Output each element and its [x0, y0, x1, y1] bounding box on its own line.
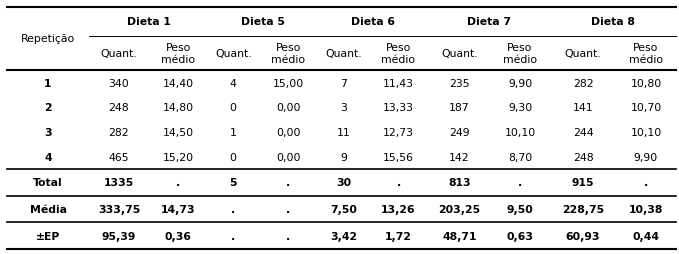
Text: 14,73: 14,73 [161, 204, 196, 214]
Text: .: . [397, 178, 401, 187]
Text: 9,90: 9,90 [634, 152, 658, 162]
Text: 1: 1 [230, 128, 237, 137]
Text: 915: 915 [572, 178, 594, 187]
Text: 0,00: 0,00 [276, 152, 301, 162]
Text: Quant.: Quant. [100, 49, 137, 59]
Text: 60,93: 60,93 [566, 231, 600, 241]
Text: Dieta 5: Dieta 5 [241, 17, 285, 27]
Text: .: . [176, 178, 180, 187]
Text: 8,70: 8,70 [508, 152, 532, 162]
Text: Dieta 1: Dieta 1 [126, 17, 170, 27]
Text: 9,30: 9,30 [508, 103, 532, 113]
Text: 0: 0 [230, 152, 237, 162]
Text: 12,73: 12,73 [383, 128, 414, 137]
Text: 235: 235 [449, 78, 470, 88]
Text: 3,42: 3,42 [330, 231, 357, 241]
Text: 0,00: 0,00 [276, 128, 301, 137]
Text: Peso
médio: Peso médio [629, 43, 663, 65]
Text: 2: 2 [44, 103, 52, 113]
Text: 11,43: 11,43 [383, 78, 414, 88]
Text: 15,20: 15,20 [162, 152, 194, 162]
Text: 141: 141 [572, 103, 593, 113]
Text: 203,25: 203,25 [438, 204, 480, 214]
Text: 0: 0 [230, 103, 237, 113]
Text: 5: 5 [230, 178, 237, 187]
Text: Quant.: Quant. [215, 49, 251, 59]
Text: 15,00: 15,00 [273, 78, 304, 88]
Text: 333,75: 333,75 [98, 204, 140, 214]
Text: .: . [231, 231, 236, 241]
Text: 142: 142 [449, 152, 470, 162]
Text: 3: 3 [340, 103, 347, 113]
Text: 282: 282 [572, 78, 593, 88]
Text: 1: 1 [44, 78, 52, 88]
Text: 11: 11 [337, 128, 350, 137]
Text: 7: 7 [340, 78, 347, 88]
Text: 9: 9 [340, 152, 347, 162]
Text: Quant.: Quant. [565, 49, 602, 59]
Text: 10,10: 10,10 [630, 128, 661, 137]
Text: 30: 30 [336, 178, 351, 187]
Text: .: . [231, 204, 236, 214]
Text: 95,39: 95,39 [102, 231, 136, 241]
Text: 465: 465 [109, 152, 129, 162]
Text: 13,26: 13,26 [381, 204, 416, 214]
Text: 0,63: 0,63 [507, 231, 534, 241]
Text: 248: 248 [572, 152, 593, 162]
Text: 282: 282 [109, 128, 129, 137]
Text: Peso
médio: Peso médio [382, 43, 416, 65]
Text: .: . [287, 204, 291, 214]
Text: Total: Total [33, 178, 63, 187]
Text: ±EP: ±EP [36, 231, 60, 241]
Text: 244: 244 [572, 128, 593, 137]
Text: Repetição: Repetição [21, 34, 75, 44]
Text: Dieta 8: Dieta 8 [591, 17, 635, 27]
Text: 10,10: 10,10 [504, 128, 536, 137]
Text: 10,38: 10,38 [629, 204, 663, 214]
Text: 14,50: 14,50 [162, 128, 194, 137]
Text: Dieta 6: Dieta 6 [351, 17, 395, 27]
Text: .: . [644, 178, 648, 187]
Text: 187: 187 [449, 103, 470, 113]
Text: Quant.: Quant. [325, 49, 362, 59]
Text: 7,50: 7,50 [330, 204, 357, 214]
Text: .: . [287, 178, 291, 187]
Text: 10,70: 10,70 [630, 103, 661, 113]
Text: 48,71: 48,71 [442, 231, 477, 241]
Text: 13,33: 13,33 [383, 103, 414, 113]
Text: 3: 3 [44, 128, 52, 137]
Text: 228,75: 228,75 [562, 204, 604, 214]
Text: 9,90: 9,90 [508, 78, 532, 88]
Text: 1,72: 1,72 [385, 231, 412, 241]
Text: 9,50: 9,50 [507, 204, 534, 214]
Text: .: . [518, 178, 522, 187]
Text: Quant.: Quant. [441, 49, 477, 59]
Text: .: . [287, 231, 291, 241]
Text: Peso
médio: Peso médio [161, 43, 195, 65]
Text: 14,40: 14,40 [162, 78, 194, 88]
Text: Média: Média [29, 204, 67, 214]
Text: 249: 249 [449, 128, 470, 137]
Text: 15,56: 15,56 [383, 152, 414, 162]
Text: 4: 4 [230, 78, 237, 88]
Text: 0,44: 0,44 [632, 231, 659, 241]
Text: 4: 4 [44, 152, 52, 162]
Text: Peso
médio: Peso médio [272, 43, 306, 65]
Text: 813: 813 [448, 178, 471, 187]
Text: Peso
médio: Peso médio [503, 43, 537, 65]
Text: 248: 248 [109, 103, 129, 113]
Text: 0,00: 0,00 [276, 103, 301, 113]
Text: 340: 340 [109, 78, 129, 88]
Text: Dieta 7: Dieta 7 [467, 17, 511, 27]
Text: 10,80: 10,80 [630, 78, 661, 88]
Text: 0,36: 0,36 [164, 231, 191, 241]
Text: 14,80: 14,80 [162, 103, 194, 113]
Text: 1335: 1335 [104, 178, 134, 187]
